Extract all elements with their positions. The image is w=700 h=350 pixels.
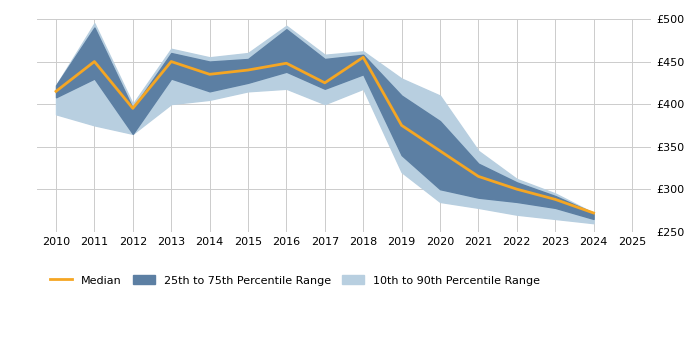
Legend: Median, 25th to 75th Percentile Range, 10th to 90th Percentile Range: Median, 25th to 75th Percentile Range, 1…	[46, 271, 545, 290]
